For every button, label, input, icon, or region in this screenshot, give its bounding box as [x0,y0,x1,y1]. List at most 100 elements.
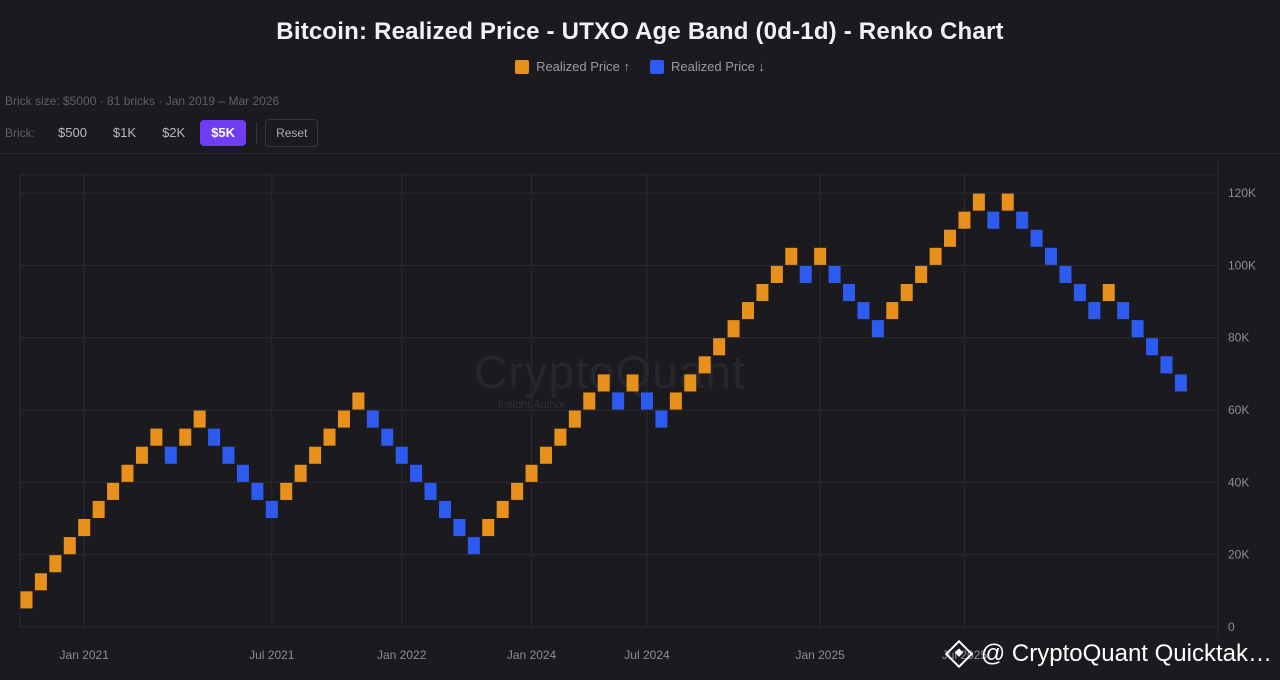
brick-up [1001,193,1014,211]
brick-up [554,428,567,446]
brick-down [222,446,235,464]
brick-down [453,519,466,537]
brick-option-1k[interactable]: $1K [112,125,137,140]
x-tick-label: Jan 2025 [795,648,845,662]
brick-up [742,302,754,320]
legend: Realized Price ↑ Realized Price ↓ [0,59,1280,74]
brick-down [395,446,408,464]
x-tick-label: Jul 2021 [249,648,295,662]
brick-down [236,464,249,482]
x-tick-label: Jan 2024 [507,648,557,662]
brick-down [1030,229,1043,247]
brick-up [900,283,913,302]
brick-down [467,537,480,555]
brick-up [294,464,307,482]
brick-up [511,482,524,500]
brick-up [727,320,740,338]
x-tick-label: Jan 2022 [377,648,427,662]
brick-up [49,555,62,573]
brick-up [958,211,971,229]
brick-up [121,464,134,482]
brick-up [107,482,120,500]
brick-up [309,446,322,464]
brick-up [539,446,552,464]
legend-item-down[interactable]: Realized Price ↓ [650,59,765,74]
y-tick-label: 100K [1228,258,1256,272]
brick-up [337,410,350,428]
brick-up [323,428,336,446]
brick-up [597,374,610,392]
y-tick-label: 80K [1228,331,1249,345]
brick-up [915,265,928,283]
y-axis: 0 20K 40K 60K 80K 100K 120K [1228,186,1256,634]
legend-label-up: Realized Price ↑ [536,59,630,74]
brick-down [164,446,177,464]
brick-down [1045,247,1058,265]
brick-up [568,410,581,428]
brick-option-2k[interactable]: $2K [162,125,186,140]
brick-up [626,374,639,392]
brick-down [1016,211,1029,229]
brick-down [366,410,379,428]
brick-down [265,500,278,519]
brick-up [583,392,596,410]
brick-up [525,464,538,482]
brick-down [1160,356,1173,374]
brick-option-5k[interactable]: $5K [200,120,247,146]
legend-item-up[interactable]: Realized Price ↑ [515,59,630,74]
y-tick-label: 40K [1228,475,1249,489]
brick-down [251,482,264,500]
legend-swatch-up [515,59,530,74]
brick-up [496,500,509,519]
brick-up [756,283,769,302]
legend-label-down: Realized Price ↓ [671,59,765,74]
brick-up [150,428,163,446]
credit-badge: @ CryptoQuant Quicktak… [944,639,1272,669]
brick-up [684,374,697,392]
brick-up [63,537,76,555]
brick-up [135,446,148,464]
brick-down [871,320,884,338]
brick-down [987,211,1000,229]
brick-up [669,392,682,410]
brick-up [1102,283,1115,302]
brick-up [785,247,798,265]
brick-down [1146,338,1159,356]
brick-down [1117,302,1130,320]
brick-option-500[interactable]: $500 [58,125,87,140]
brick-up [92,500,105,519]
brick-down [1174,374,1187,392]
brick-down [410,464,423,482]
brick-up [20,591,33,609]
y-tick-label: 120K [1228,186,1256,200]
brick-up [482,519,495,537]
brick-down [208,428,221,446]
x-tick-label: Jul 2024 [624,648,670,662]
credit-text: @ CryptoQuant Quicktak… [980,640,1272,667]
brick-down [857,302,870,320]
y-tick-label: 20K [1228,548,1249,562]
chart-top-border [0,153,1280,154]
brick-up [698,356,711,374]
brick-down [1073,283,1086,302]
binance-icon [944,639,974,669]
y-tick-label: 60K [1228,403,1249,417]
legend-swatch-down [650,59,664,74]
x-tick-label: Jan 2021 [60,648,110,662]
brick-down [1088,302,1101,320]
brick-up [814,247,827,265]
brick-up [886,302,899,320]
y-tick-label: 0 [1228,620,1235,634]
reset-button[interactable]: Reset [265,119,319,147]
brick-down [612,392,625,410]
brick-up [713,338,726,356]
chart-bricks [20,193,1187,609]
brick-up [972,193,985,211]
brick-size-label: Brick: [5,126,35,140]
brick-up [352,392,365,410]
brick-up [944,229,957,247]
brick-up [78,519,91,537]
divider [256,122,258,144]
x-axis: Jan 2021 Jul 2021 Jan 2022 Jan 2024 Jul 2024… [60,648,988,662]
